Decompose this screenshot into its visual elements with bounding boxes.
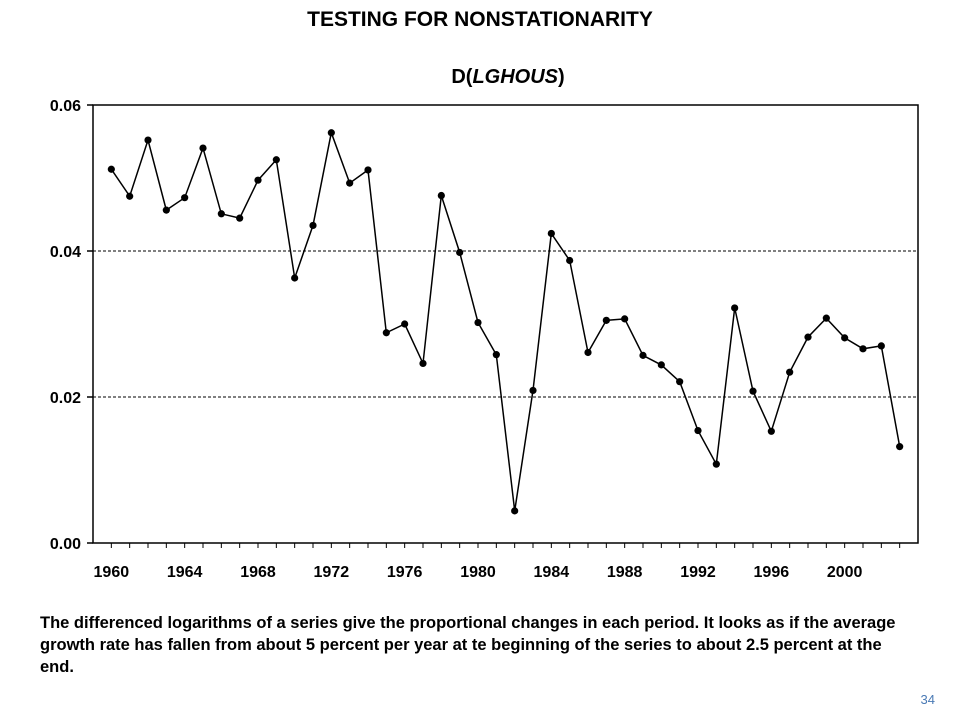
y-tick-label: 0.00	[50, 536, 81, 553]
plot-frame	[92, 104, 919, 544]
data-point	[382, 329, 390, 337]
data-point	[474, 318, 482, 327]
data-point	[841, 334, 849, 342]
x-tick-label: 1992	[680, 564, 716, 581]
chart-title: D(LGHOUS)	[0, 66, 960, 89]
chart-title-suffix: )	[558, 66, 565, 88]
data-point	[786, 368, 794, 376]
data-point	[804, 333, 812, 341]
data-point	[144, 136, 152, 144]
data-point	[822, 314, 830, 322]
y-tick-label: 0.06	[50, 98, 81, 115]
x-tick-label: 1980	[460, 564, 496, 581]
x-tick-label: 1972	[314, 564, 350, 581]
series-line	[110, 129, 901, 512]
data-point	[492, 351, 500, 359]
data-point	[291, 274, 299, 282]
x-tick-label: 1988	[607, 564, 643, 581]
data-point	[401, 320, 409, 328]
page-number: 34	[920, 692, 935, 707]
data-point	[272, 156, 280, 164]
data-point	[199, 144, 207, 152]
x-tick-label: 1996	[754, 564, 790, 581]
data-point	[364, 166, 372, 174]
data-point	[107, 165, 115, 173]
data-point	[437, 191, 445, 200]
data-point	[547, 229, 555, 238]
data-point	[694, 426, 702, 435]
data-point	[602, 316, 610, 324]
data-point	[712, 460, 720, 468]
data-point	[126, 192, 134, 200]
data-point	[346, 179, 354, 187]
data-point	[749, 387, 757, 395]
x-tick-label: 1960	[94, 564, 130, 581]
x-tick-label: 1976	[387, 564, 423, 581]
data-point	[327, 129, 335, 137]
chart-title-prefix: D(	[451, 66, 473, 88]
y-tick-label: 0.02	[50, 390, 81, 407]
data-point	[731, 304, 739, 312]
data-point	[309, 221, 317, 230]
slide-title: TESTING FOR NONSTATIONARITY	[307, 8, 653, 31]
data-point	[181, 194, 189, 202]
data-point	[859, 345, 867, 353]
data-point	[676, 378, 684, 386]
data-point	[217, 210, 225, 218]
chart-title-variable: LGHOUS	[472, 66, 558, 88]
data-point	[254, 176, 262, 184]
data-point	[456, 248, 464, 257]
data-point	[877, 342, 885, 350]
data-point	[639, 351, 647, 359]
data-point	[236, 214, 244, 222]
data-point	[419, 359, 427, 368]
x-tick-label: 1968	[240, 564, 276, 581]
data-point	[767, 427, 775, 435]
y-tick-label: 0.04	[50, 244, 81, 261]
x-tick-label: 2000	[827, 564, 863, 581]
data-point	[621, 315, 629, 323]
line-chart: 0.00 0.02 0.04 0.06 1960 1964 1968 1972 1976 1980…	[50, 98, 919, 581]
data-point	[529, 386, 537, 395]
data-point	[162, 206, 170, 214]
data-point	[511, 507, 519, 515]
x-tick-label: 1964	[167, 564, 203, 581]
x-tick-label: 1984	[534, 564, 570, 581]
caption-text: The differenced logarithms of a series g…	[40, 614, 896, 676]
data-point	[657, 361, 665, 369]
data-point	[584, 348, 592, 357]
data-point	[896, 443, 904, 451]
data-point	[566, 256, 574, 265]
